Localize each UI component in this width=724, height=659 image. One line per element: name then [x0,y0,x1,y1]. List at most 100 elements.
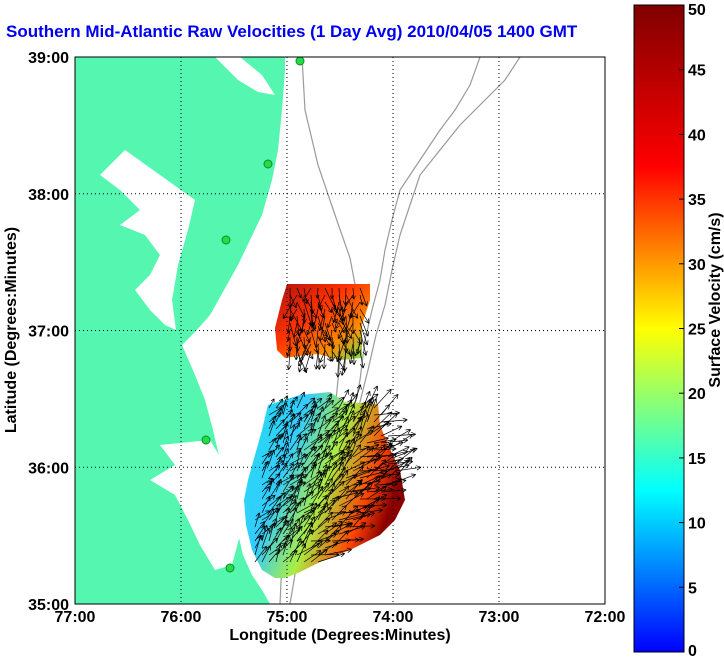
velocity-arrow [335,350,341,378]
colorbar-tick-label: 50 [688,2,706,19]
velocity-arrow [359,294,364,306]
velocity-arrow [268,398,275,409]
y-tick-label: 39:00 [28,50,69,67]
velocity-arrow [282,435,290,451]
velocity-arrow [366,436,389,444]
velocity-arrow [296,391,306,409]
velocity-arrow [387,473,416,486]
velocity-arrow [324,547,352,556]
velocity-arrow [318,315,326,342]
x-tick-label: 77:00 [55,609,96,626]
velocity-arrow [335,308,347,329]
velocity-arrow [324,432,333,451]
velocity-arrow [261,495,271,514]
colorbar-tick-label: 5 [688,580,697,597]
velocity-arrow [345,444,362,465]
velocity-arrow [352,384,362,409]
velocity-arrow [359,409,368,430]
velocity-arrow [373,388,392,409]
velocity-arrow [359,329,368,356]
velocity-arrow [317,552,345,563]
velocity-arrow [380,417,408,423]
velocity-arrow [289,497,305,514]
velocity-arrow [317,477,333,500]
velocity-arrow [345,392,355,416]
velocity-arrow [352,447,375,465]
y-axis-label: Latitude (Degrees:Minutes) [3,227,20,433]
velocity-arrow [359,322,369,346]
velocity-arrow [366,385,378,409]
velocity-arrow [289,413,296,430]
velocity-arrow [324,336,331,347]
velocity-arrow [332,301,340,324]
velocity-arrow [338,453,352,479]
velocity-arrow [317,406,325,423]
velocity-arrow [359,502,388,508]
velocity-arrow [331,470,349,493]
velocity-arrow [359,443,380,451]
velocity-arrow [324,407,340,416]
colorbar-tick-label: 45 [688,63,706,80]
velocity-arrow [268,523,276,542]
velocity-arrow [380,437,409,444]
velocity-arrow [275,478,282,493]
velocity-arrow [254,545,267,563]
plot-frame [74,56,606,605]
velocity-arrow [342,322,354,344]
radar-station-marker [263,159,273,169]
velocity-arrow [317,414,327,437]
velocity-arrow [345,438,356,458]
velocity-arrow [324,455,334,479]
velocity-arrow [359,350,365,369]
velocity-arrow [289,538,302,563]
velocity-arrow [337,322,347,339]
velocity-arrow [380,412,398,430]
velocity-arrow [296,434,303,451]
velocity-arrow [296,422,314,437]
velocity-arrow [275,398,284,409]
delaware-bay [215,57,275,95]
velocity-arrow [289,522,298,549]
velocity-arrow [352,511,376,521]
velocity-arrow [345,479,363,500]
velocity-arrow [289,424,296,444]
velocity-arrow [338,439,350,458]
colorbar-tick-label: 30 [688,257,706,274]
velocity-arrow [254,534,262,556]
velocity-arrow [345,434,363,444]
colorbar-tick-label: 40 [688,127,706,144]
radar-station-marker [225,563,235,573]
velocity-arrow [282,442,290,458]
velocity-arrow [359,315,369,337]
colorbar-tick-label: 20 [688,386,706,403]
velocity-arrow [296,287,302,299]
velocity-arrow [373,411,393,430]
velocity-arrow [306,322,312,336]
y-tick-label: 38:00 [28,187,69,204]
velocity-arrow [352,479,381,486]
velocity-arrow [282,421,289,437]
velocity-arrow [380,393,399,416]
velocity-arrow [293,343,299,361]
velocity-arrow [354,343,361,357]
velocity-arrow [317,399,335,416]
velocity-arrow [340,301,347,321]
velocity-arrow [394,448,416,465]
velocity-arrow [310,470,321,493]
velocity-arrow [282,448,290,465]
velocity-arrow [311,308,319,332]
velocity-arrow [359,425,375,444]
y-tick-label: 35:00 [28,597,69,614]
bathymetry-contour-deep [357,57,521,411]
radar-station-marker [295,56,305,66]
velocity-arrow [349,301,361,319]
x-axis-ticks: 77:00 76:00 75:00 74:00 73:00 72:00 [55,609,626,626]
velocity-arrow [345,522,367,535]
velocity-arrow [319,350,326,363]
velocity-arrow [352,485,381,493]
velocity-arrow [289,399,295,416]
x-axis-label: Longitude (Degrees:Minutes) [229,627,450,644]
velocity-arrow [366,443,386,465]
velocity-arrow [310,460,318,479]
